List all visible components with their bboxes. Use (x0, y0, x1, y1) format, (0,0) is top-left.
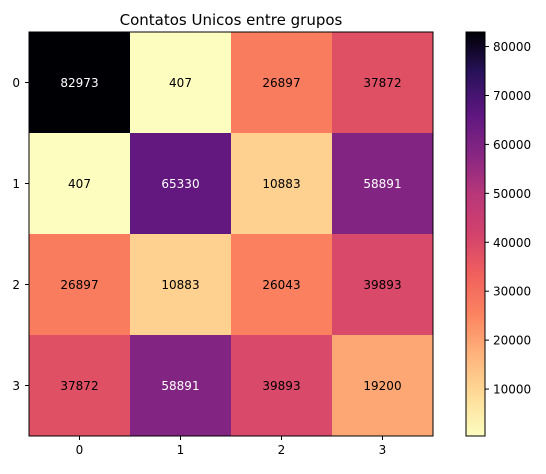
cell-value-1-1: 65330 (161, 177, 199, 191)
y-tick-label-1: 1 (12, 177, 20, 191)
colorbar-tick-label-6: 70000 (493, 89, 531, 103)
colorbar-tick-label-5: 60000 (493, 138, 531, 152)
cell-value-2-3: 39893 (363, 278, 401, 292)
cell-value-2-1: 10883 (161, 278, 199, 292)
colorbar-tick-label-2: 30000 (493, 285, 531, 299)
cell-value-3-3: 19200 (363, 379, 401, 393)
colorbar-tick-label-4: 50000 (493, 187, 531, 201)
colorbar-tick-label-0: 10000 (493, 383, 531, 397)
cell-value-3-0: 37872 (60, 379, 98, 393)
y-tick-label-0: 0 (12, 76, 20, 90)
colorbar-gradient (466, 32, 485, 436)
cell-value-1-2: 10883 (262, 177, 300, 191)
cell-value-0-0: 82973 (60, 76, 98, 90)
chart-title: Contatos Unicos entre grupos (120, 11, 343, 29)
x-tick-label-1: 1 (177, 443, 185, 457)
x-tick-label-0: 0 (76, 443, 84, 457)
y-axis: 0 1 2 3 (12, 76, 29, 393)
x-axis: 0 1 2 3 (76, 436, 387, 457)
cell-value-2-2: 26043 (262, 278, 300, 292)
cell-value-0-1: 407 (169, 76, 192, 90)
x-tick-label-3: 3 (379, 443, 387, 457)
cell-value-2-0: 26897 (60, 278, 98, 292)
cell-value-3-1: 58891 (161, 379, 199, 393)
cell-value-1-3: 58891 (363, 177, 401, 191)
colorbar-tick-label-3: 40000 (493, 236, 531, 250)
x-tick-label-2: 2 (278, 443, 286, 457)
cell-value-0-3: 37872 (363, 76, 401, 90)
cell-value-3-2: 39893 (262, 379, 300, 393)
cell-value-0-2: 26897 (262, 76, 300, 90)
colorbar: 10000 20000 30000 40000 50000 60000 70000 80000 (466, 32, 531, 436)
heatmap-cells (29, 32, 434, 437)
y-tick-label-2: 2 (12, 278, 20, 292)
colorbar-tick-label-7: 80000 (493, 40, 531, 54)
cell-value-1-0: 407 (68, 177, 91, 191)
colorbar-tick-label-1: 20000 (493, 334, 531, 348)
y-tick-label-3: 3 (12, 379, 20, 393)
